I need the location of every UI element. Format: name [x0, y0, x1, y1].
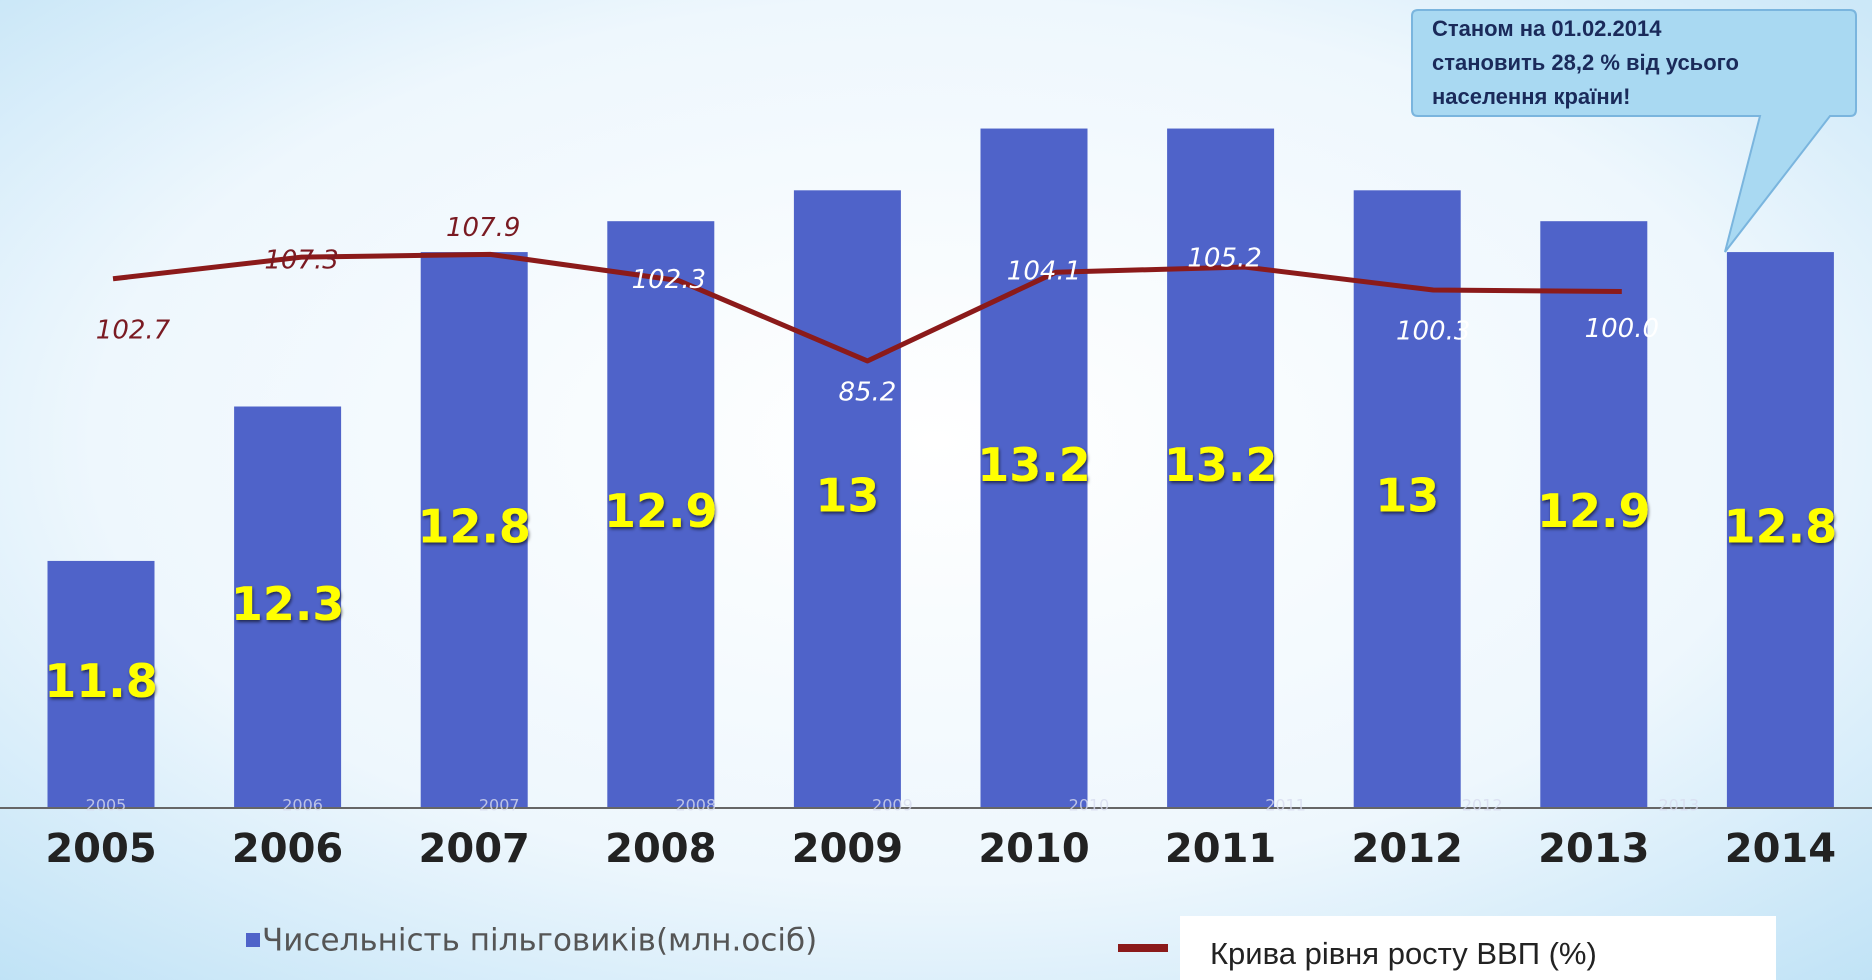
bar-value-label: 12.9 [1537, 484, 1651, 538]
bar [1167, 128, 1275, 809]
callout [1411, 9, 1857, 253]
line-value-label: 107.3 [264, 246, 338, 276]
line-value-label: 104.1 [1007, 257, 1081, 287]
bar [1726, 252, 1834, 809]
inner-category-label: 2006 [282, 796, 323, 815]
inner-category-label: 2011 [1265, 796, 1306, 815]
line-value-label: 85.2 [838, 377, 896, 407]
x-tick-label: 2012 [1352, 826, 1463, 872]
inner-category-label: 2010 [1069, 796, 1110, 815]
legend-box [1180, 916, 1776, 980]
x-tick-label: 2010 [978, 826, 1089, 872]
x-tick-label: 2011 [1165, 826, 1276, 872]
x-tick-label: 2013 [1538, 826, 1649, 872]
bar [420, 252, 528, 809]
bar-value-label: 12.8 [417, 500, 531, 554]
x-tick-label: 2009 [792, 826, 903, 872]
callout-text: становить 28,2 % від усього [1432, 50, 1739, 75]
bar-value-label: 12.3 [231, 577, 345, 631]
bar-value-label: 13.2 [1164, 438, 1278, 492]
bar-value-label: 13 [815, 469, 879, 523]
inner-category-label: 2007 [479, 796, 520, 815]
line-value-label: 102.7 [96, 315, 171, 345]
line-value-label: 100.3 [1396, 317, 1470, 347]
legend-label: Чисельність пільговиків(млн.осіб) [262, 923, 817, 959]
bar-value-label: 13.2 [977, 438, 1091, 492]
line-value-label: 105.2 [1187, 244, 1261, 274]
callout-text: населення країни! [1432, 84, 1630, 109]
inner-category-label: 2005 [86, 796, 127, 815]
legend-swatch [246, 933, 260, 947]
bar-value-label: 11.8 [44, 654, 158, 708]
bar-value-label: 12.8 [1724, 500, 1838, 554]
line-value-label: 107.9 [446, 213, 520, 243]
bar [47, 560, 155, 808]
line-value-label: 100.0 [1585, 314, 1659, 344]
bar-value-label: 13 [1375, 469, 1439, 523]
x-tick-label: 2008 [605, 826, 716, 872]
inner-category-label: 2013 [1658, 796, 1699, 815]
bar [607, 221, 715, 808]
line-value-label: 102.3 [632, 265, 706, 295]
legend-label: Крива рівня росту ВВП (%) [1210, 936, 1597, 971]
legend-swatch [1118, 944, 1168, 952]
bar [1353, 190, 1461, 809]
inner-category-label: 2008 [675, 796, 716, 815]
inner-category-label: 2012 [1462, 796, 1503, 815]
x-tick-label: 2005 [45, 826, 156, 872]
bar-value-label: 12.9 [604, 484, 718, 538]
inner-category-label: 2009 [872, 796, 913, 815]
x-tick-label: 2007 [419, 826, 530, 872]
callout-text: Станом на 01.02.2014 [1432, 16, 1662, 41]
line [112, 251, 1622, 364]
bar [234, 406, 342, 808]
bar [793, 190, 901, 809]
bar [1540, 221, 1648, 808]
x-tick-label: 2014 [1725, 826, 1836, 872]
bar [980, 128, 1088, 809]
x-tick-label: 2006 [232, 826, 343, 872]
